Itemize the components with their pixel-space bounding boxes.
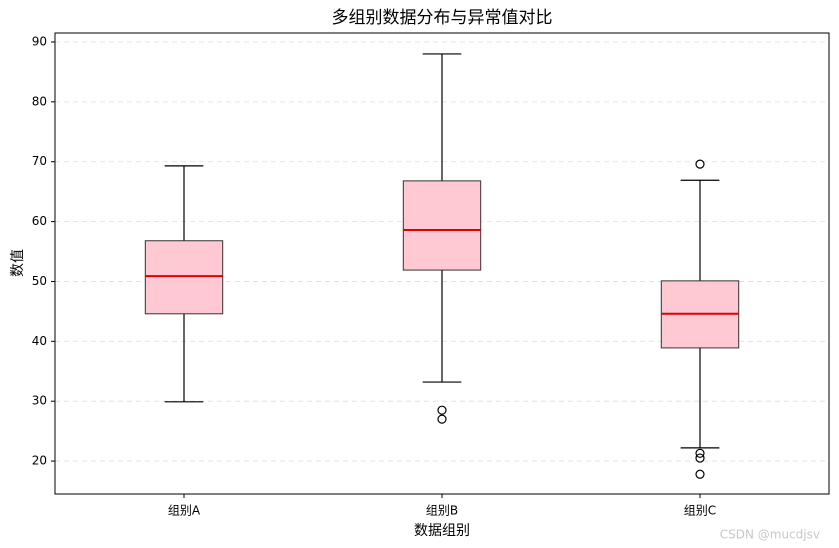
outlier <box>695 448 705 458</box>
x-tick-label: 组别C <box>684 504 716 518</box>
x-tick-label: 组别A <box>168 504 201 518</box>
watermark: CSDN @mucdjsv <box>720 528 820 542</box>
y-tick-label: 20 <box>32 454 47 468</box>
outlier <box>695 469 705 479</box>
y-tick-label: 60 <box>32 214 47 228</box>
plot-frame <box>54 32 830 495</box>
y-axis-label: 数值 <box>10 249 26 277</box>
y-tick-label: 50 <box>32 274 47 288</box>
y-tick-label: 30 <box>32 394 47 408</box>
box <box>144 240 224 315</box>
outlier <box>695 159 705 169</box>
y-tick-label: 70 <box>32 154 47 168</box>
y-tick-label: 80 <box>32 94 47 108</box>
outlier <box>437 405 447 415</box>
x-axis-label: 数据组别 <box>414 523 470 539</box>
chart-title: 多组别数据分布与异常值对比 <box>332 8 553 28</box>
box <box>402 180 482 271</box>
y-tick-label: 90 <box>32 34 47 48</box>
y-tick-label: 40 <box>32 334 47 348</box>
outlier <box>695 453 705 463</box>
outlier <box>437 414 447 424</box>
x-tick-label: 组别B <box>426 504 458 518</box>
